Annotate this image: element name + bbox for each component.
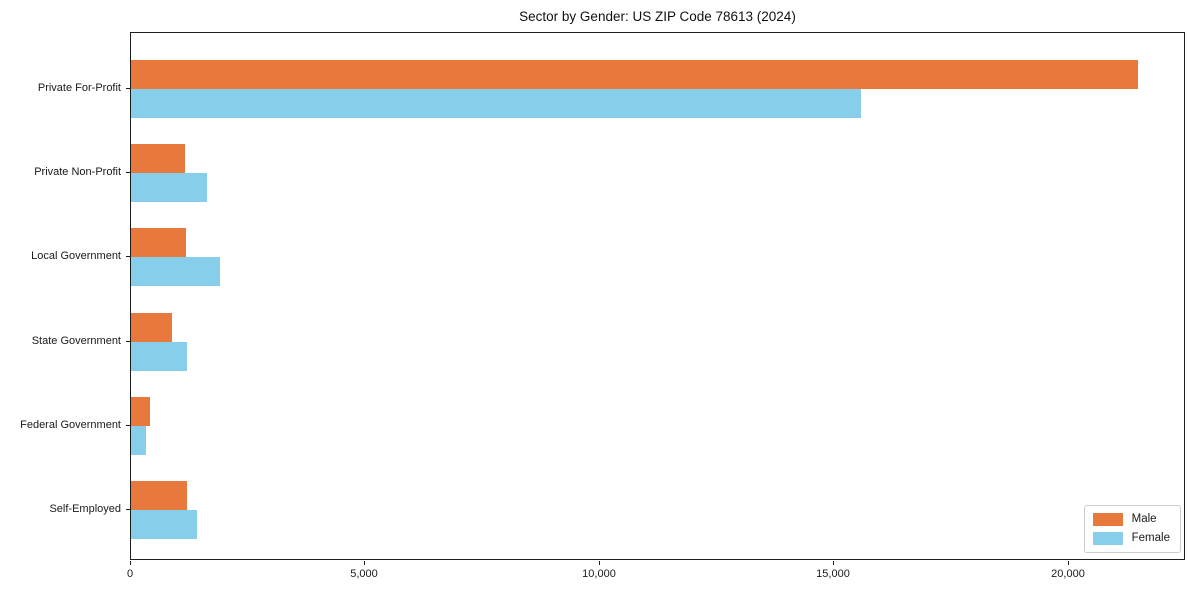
bar-female-6 [131, 509, 197, 539]
y-axis-category-label: Federal Government [20, 418, 121, 431]
x-axis-tick [833, 561, 834, 565]
y-axis-category-label: Local Government [31, 250, 121, 263]
x-axis-tick [599, 561, 600, 565]
legend-label-male: Male [1131, 513, 1157, 525]
bar-female-2 [131, 173, 207, 203]
bar-male-2 [131, 144, 185, 174]
x-axis-tick-label: 0 [126, 568, 134, 580]
legend-item-male: Male [1092, 513, 1170, 526]
x-axis-tick-label: 5,000 [350, 568, 378, 580]
y-axis-tick [126, 340, 130, 342]
y-axis-tick [126, 508, 130, 510]
bar-male-3 [131, 228, 186, 258]
y-axis-category-label: Private For-Profit [37, 82, 121, 95]
female-color-swatch [1092, 532, 1123, 545]
bar-male-4 [131, 312, 172, 342]
x-axis-tick [364, 561, 365, 565]
bar-female-5 [131, 425, 146, 455]
legend: Male Female [1083, 505, 1181, 553]
y-axis-category-label: Self-Employed [49, 502, 121, 515]
legend-label-female: Female [1131, 532, 1170, 544]
y-axis-category-label: Private Non-Profit [34, 166, 121, 179]
y-axis-tick [126, 172, 130, 174]
x-axis-tick [1068, 561, 1069, 565]
y-axis-tick [126, 88, 130, 90]
x-axis-tick-label: 15,000 [816, 568, 850, 580]
x-axis-tick [130, 561, 131, 565]
bar-female-4 [131, 341, 187, 371]
bar-male-1 [131, 60, 1138, 90]
y-axis-tick [126, 256, 130, 258]
bar-female-3 [131, 257, 220, 287]
plot-area: Male Female [130, 32, 1185, 560]
y-axis-category-label: State Government [31, 334, 121, 347]
legend-item-female: Female [1092, 532, 1170, 545]
x-axis-tick-label: 20,000 [1051, 568, 1085, 580]
male-color-swatch [1092, 513, 1123, 526]
bar-male-6 [131, 480, 187, 510]
bar-male-5 [131, 396, 150, 426]
chart-title: Sector by Gender: US ZIP Code 78613 (202… [519, 9, 796, 24]
y-axis-tick [126, 424, 130, 426]
x-axis-tick-label: 10,000 [582, 568, 616, 580]
bar-female-1 [131, 89, 861, 119]
